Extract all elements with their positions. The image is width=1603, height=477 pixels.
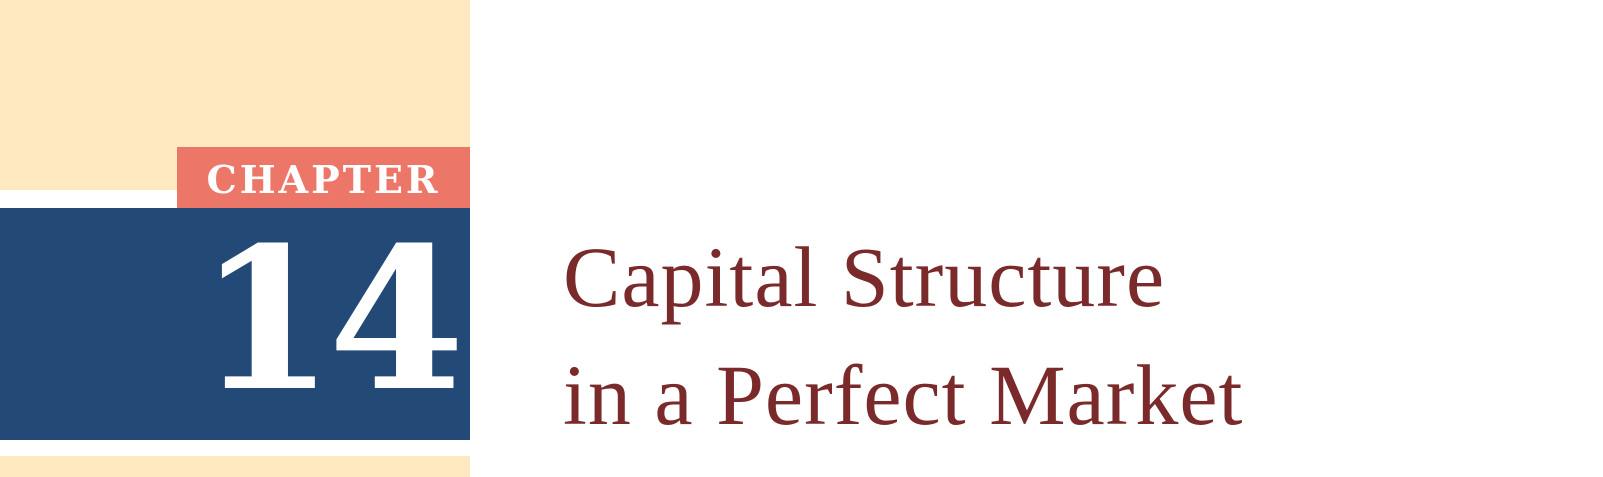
chapter-title-line-1: Capital Structure [563,229,1166,325]
chapter-title: Capital Structure in a Perfect Market [563,218,1563,454]
cream-band-bottom [0,456,470,477]
chapter-title-line-2: in a Perfect Market [563,347,1244,443]
chapter-number: 14 [198,205,465,435]
chapter-banner: CHAPTER 14 [0,0,470,477]
navy-band [0,208,470,440]
chapter-label: CHAPTER [177,147,470,208]
